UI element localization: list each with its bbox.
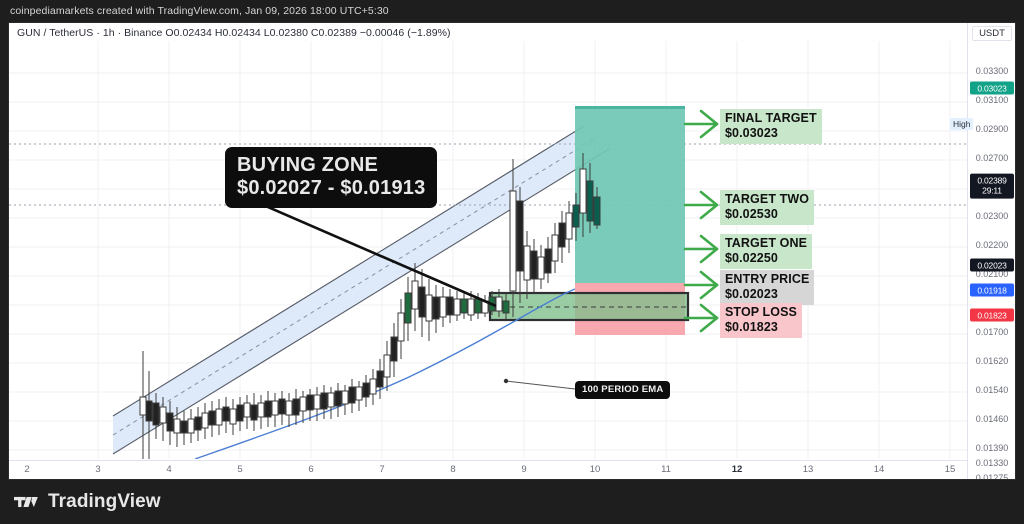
arrow-target-two (683, 190, 719, 220)
price-tick: 0.02900 (975, 124, 1009, 134)
buying-zone-range: $0.02027 - $0.01913 (237, 177, 426, 200)
price-badge-final-target: 0.03023 (970, 81, 1014, 95)
price-tick: 0.01330 (975, 458, 1009, 468)
price-tick: 0.01540 (975, 385, 1009, 395)
chart-legend: GUN / TetherUS · 1h · Binance O0.02434 H… (17, 27, 451, 39)
level-price: $0.02250 (725, 250, 778, 265)
level-title: FINAL TARGET (725, 111, 817, 125)
price-tick: 0.02100 (975, 269, 1009, 279)
level-title: STOP LOSS (725, 305, 797, 319)
time-tick: 15 (944, 464, 956, 475)
time-tick: 8 (450, 464, 456, 475)
level-price: $0.02023 (725, 286, 778, 301)
time-tick: 5 (237, 464, 243, 475)
level-price: $0.03023 (725, 125, 778, 140)
time-axis[interactable]: 2 3 4 5 6 7 8 9 10 11 12 13 14 15 (9, 460, 967, 479)
price-badge-ema: 0.01918 (970, 283, 1014, 297)
level-title: TARGET TWO (725, 192, 810, 206)
tradingview-mark-icon (14, 496, 38, 508)
level-title: ENTRY PRICE (725, 272, 810, 286)
arrow-final-target (683, 109, 719, 139)
time-tick: 10 (589, 464, 601, 475)
time-tick: 13 (802, 464, 814, 475)
price-axis[interactable]: USDT 0.03300 0.03100 0.02900 0.02700 0.0… (950, 23, 1015, 480)
level-arrows (683, 109, 719, 333)
level-label-target-two: TARGET TWO $0.02530 (720, 190, 815, 225)
buying-zone-title: BUYING ZONE (237, 154, 379, 176)
price-tick: 0.01700 (975, 327, 1009, 337)
price-tick: 0.01620 (975, 356, 1009, 366)
level-title: TARGET ONE (725, 236, 808, 250)
price-badge-stop-loss: 0.01823 (970, 308, 1014, 322)
price-tick: 0.01275 (975, 473, 1009, 480)
buying-zone-pointer (253, 199, 497, 308)
chart-svg (9, 41, 967, 459)
arrow-target-one (683, 234, 719, 264)
time-tick: 4 (166, 464, 172, 475)
time-tick: 2 (24, 464, 30, 475)
attribution-bar: coinpediamarkets created with TradingVie… (0, 0, 1024, 22)
chart-plot-area[interactable]: FINAL TARGET $0.03023 TARGET TWO $0.0253… (9, 41, 967, 459)
price-tick: 0.02700 (975, 153, 1009, 163)
time-tick: 7 (379, 464, 385, 475)
chart-container: GUN / TetherUS · 1h · Binance O0.02434 H… (8, 22, 1016, 480)
price-badge-entry: 0.02023 (970, 258, 1014, 272)
price-tick: 0.02300 (975, 211, 1009, 221)
price-tick: 0.03300 (975, 66, 1009, 76)
current-price-value: 0.02389 (977, 175, 1007, 186)
ascending-channel (112, 125, 610, 455)
arrow-entry-price (683, 270, 719, 300)
buying-zone-callout: BUYING ZONE $0.02027 - $0.01913 (225, 147, 438, 209)
bar-countdown: 29:11 (982, 185, 1002, 196)
level-price: $0.01823 (725, 319, 778, 334)
time-tick: 9 (521, 464, 527, 475)
price-tick: 0.03100 (975, 95, 1009, 105)
level-label-final-target: FINAL TARGET $0.03023 (720, 109, 822, 144)
ema-callout: 100 PERIOD EMA (575, 381, 671, 399)
tradingview-wordmark: TradingView (48, 491, 161, 512)
time-tick: 6 (308, 464, 314, 475)
ema-pointer-line (503, 378, 576, 390)
price-tick: 0.02200 (975, 240, 1009, 250)
arrow-stop-loss (683, 303, 719, 333)
price-badge-current: 0.02389 29:11 (970, 173, 1014, 199)
swing-high-label: High (950, 118, 974, 130)
price-tick: 0.01390 (975, 443, 1009, 453)
time-tick: 14 (873, 464, 885, 475)
level-label-target-one: TARGET ONE $0.02250 (720, 234, 813, 269)
time-tick: 11 (661, 464, 671, 475)
tradingview-logo[interactable]: TradingView (14, 491, 161, 513)
ema-line (194, 288, 576, 459)
level-price: $0.02530 (725, 206, 778, 221)
level-label-entry-price: ENTRY PRICE $0.02023 (720, 270, 815, 305)
level-label-stop-loss: STOP LOSS $0.01823 (720, 303, 802, 338)
time-tick: 3 (95, 464, 101, 475)
time-tick-current: 12 (731, 464, 743, 475)
price-tick: 0.01460 (975, 414, 1009, 424)
footer-bar: TradingView (0, 480, 1024, 524)
price-axis-unit: USDT (972, 26, 1012, 41)
